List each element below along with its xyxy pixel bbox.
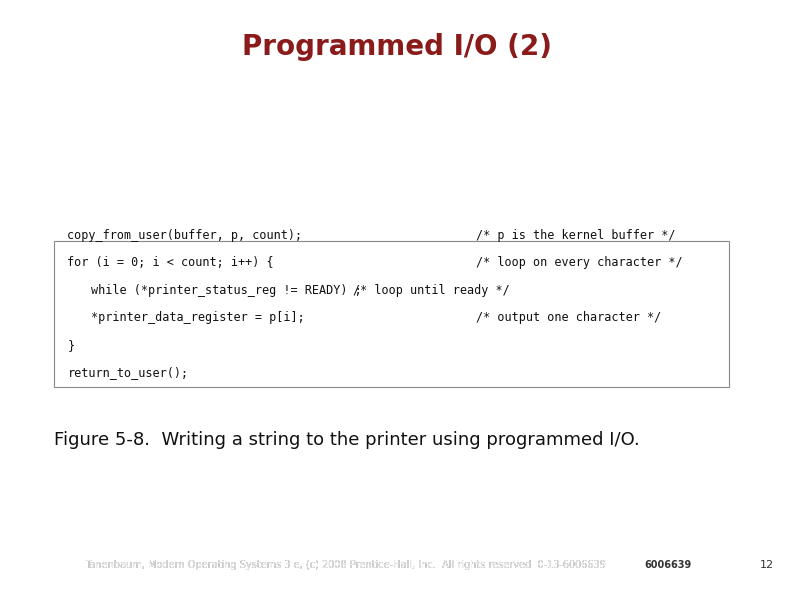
Text: while (*printer_status_reg != READY) ;: while (*printer_status_reg != READY) ; [91,284,362,297]
Text: /* loop until ready */: /* loop until ready */ [353,284,510,297]
Text: Tanenbaum, Modern Operating Systems 3 e, (c) 2008 Prentice-Hall, Inc.  All right: Tanenbaum, Modern Operating Systems 3 e,… [85,560,606,570]
Text: 12: 12 [760,560,774,570]
Text: for (i = 0; i < count; i++) {: for (i = 0; i < count; i++) { [67,256,274,270]
Text: *printer_data_register = p[i];: *printer_data_register = p[i]; [91,311,305,324]
Text: Tanenbaum, Modern Operating Systems 3 e, (c) 2008 Prentice-Hall, Inc.  All right: Tanenbaum, Modern Operating Systems 3 e,… [85,560,606,570]
Text: copy_from_user(buffer, p, count);: copy_from_user(buffer, p, count); [67,229,303,242]
Text: return_to_user();: return_to_user(); [67,366,189,379]
FancyBboxPatch shape [54,241,729,387]
Text: /* p is the kernel buffer */: /* p is the kernel buffer */ [476,229,676,242]
Text: }: } [67,339,75,352]
Text: 6006639: 6006639 [644,560,692,570]
Text: /* loop on every character */: /* loop on every character */ [476,256,683,270]
Text: /* output one character */: /* output one character */ [476,311,661,324]
Text: Figure 5-8.  Writing a string to the printer using programmed I/O.: Figure 5-8. Writing a string to the prin… [54,431,640,449]
Text: Programmed I/O (2): Programmed I/O (2) [242,33,552,61]
